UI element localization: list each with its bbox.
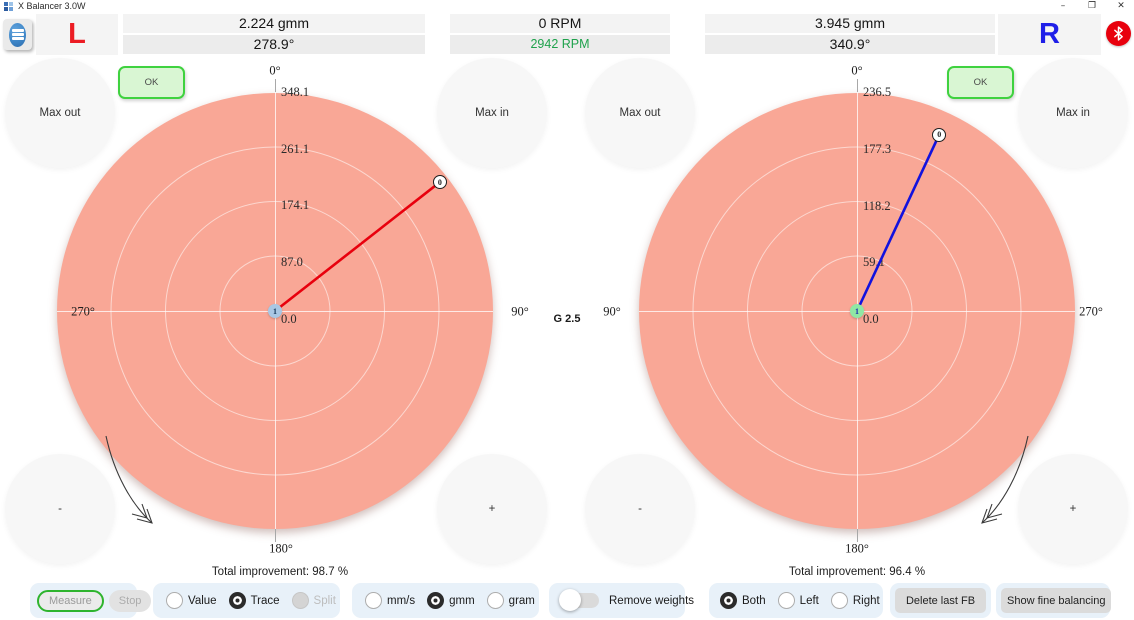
remove-weights-label[interactable]: Remove weights bbox=[609, 594, 695, 607]
units-panel: mm/s gmm gram bbox=[352, 583, 539, 618]
radial-tick-label: 0.0 bbox=[863, 312, 879, 326]
radio-trace-label[interactable]: Trace bbox=[250, 594, 280, 607]
radio-split[interactable] bbox=[291, 592, 309, 609]
radio-mms[interactable] bbox=[365, 592, 382, 609]
radial-tick-label: 177.3 bbox=[863, 141, 892, 156]
axis-tick bbox=[275, 529, 276, 542]
max-in-button-left[interactable]: Max in bbox=[437, 58, 547, 168]
bluetooth-icon bbox=[1114, 26, 1123, 41]
ok-button-left[interactable]: OK bbox=[118, 66, 185, 99]
left-channel-label: L bbox=[36, 14, 118, 55]
axis-tick bbox=[857, 79, 858, 92]
radio-right[interactable] bbox=[830, 592, 848, 609]
plane-select-panel: Both Left Right bbox=[709, 583, 883, 618]
minimize-button[interactable]: – bbox=[1056, 0, 1070, 12]
measure-button[interactable]: Measure bbox=[37, 589, 104, 612]
angle-label-180-left: 180° bbox=[269, 541, 293, 556]
minus-button-left[interactable]: - bbox=[5, 454, 115, 564]
main-menu-button[interactable] bbox=[3, 19, 32, 50]
rpm-current-value: 0 RPM bbox=[450, 14, 670, 33]
radial-tick-label: 0.0 bbox=[281, 312, 297, 326]
angle-label-90-right: 90° bbox=[603, 304, 621, 319]
radial-tick-label: 348.1 bbox=[281, 85, 310, 99]
radio-right-label[interactable]: Right bbox=[852, 594, 880, 607]
radio-gmm[interactable] bbox=[427, 592, 445, 609]
hamburger-menu-icon bbox=[9, 22, 26, 47]
minus-button-right[interactable]: - bbox=[585, 454, 695, 564]
max-out-button-left[interactable]: Max out bbox=[5, 58, 115, 168]
close-button[interactable]: ✕ bbox=[1114, 0, 1128, 12]
bluetooth-status-button[interactable] bbox=[1106, 21, 1131, 46]
radial-tick-label: 236.5 bbox=[863, 85, 892, 99]
remove-weights-panel: Remove weights bbox=[549, 583, 694, 618]
radio-left-label[interactable]: Left bbox=[799, 594, 819, 607]
radio-value-label[interactable]: Value bbox=[188, 594, 217, 607]
radio-mms-label[interactable]: mm/s bbox=[387, 594, 416, 607]
radio-gram[interactable] bbox=[486, 592, 504, 609]
radio-value[interactable] bbox=[166, 592, 183, 609]
remove-weights-toggle[interactable] bbox=[559, 589, 599, 611]
max-out-button-right[interactable]: Max out bbox=[585, 58, 695, 168]
angle-label-90-left: 90° bbox=[511, 304, 529, 319]
angle-label-0-right: 0° bbox=[851, 63, 863, 78]
total-improvement-left: Total improvement: 98.7 % bbox=[211, 566, 349, 578]
radio-gram-label[interactable]: gram bbox=[508, 594, 535, 607]
radio-left[interactable] bbox=[777, 592, 795, 609]
restore-button[interactable]: ❐ bbox=[1085, 0, 1099, 12]
radial-tick-label: 261.1 bbox=[281, 141, 310, 156]
angle-label-180-right: 180° bbox=[845, 541, 869, 556]
radial-tick-label: 59.1 bbox=[863, 255, 885, 270]
delete-last-fb-button[interactable]: Delete last FB bbox=[895, 588, 986, 613]
radial-tick-label: 118.2 bbox=[863, 198, 891, 213]
center-marker-right: 1 bbox=[850, 304, 864, 318]
radio-gmm-label[interactable]: gmm bbox=[449, 594, 475, 607]
left-phase-value: 278.9° bbox=[123, 35, 425, 54]
angle-label-270-right: 270° bbox=[1079, 304, 1103, 319]
max-in-button-right[interactable]: Max in bbox=[1018, 58, 1128, 168]
window-controls: – ❐ ✕ bbox=[1056, 0, 1128, 12]
right-amplitude-value: 3.945 gmm bbox=[705, 14, 995, 33]
total-improvement-right: Total improvement: 96.4 % bbox=[788, 566, 926, 578]
plus-button-right[interactable]: + bbox=[1018, 454, 1128, 564]
radio-both[interactable] bbox=[720, 592, 737, 609]
rpm-reference-value: 2942 RPM bbox=[450, 35, 670, 54]
angle-label-0-left: 0° bbox=[269, 63, 281, 78]
radio-split-label[interactable]: Split bbox=[313, 594, 336, 607]
trace-point-marker-left: 0 bbox=[432, 175, 447, 190]
window-title: X Balancer 3.0W bbox=[18, 1, 86, 11]
plus-button-left[interactable]: + bbox=[437, 454, 547, 564]
angle-label-270-left: 270° bbox=[71, 304, 95, 319]
right-channel-label: R bbox=[998, 14, 1101, 55]
show-fine-balancing-button[interactable]: Show fine balancing bbox=[1001, 588, 1112, 613]
show-fine-balancing-panel: Show fine balancing bbox=[996, 583, 1112, 618]
delete-last-fb-panel: Delete last FB bbox=[890, 583, 991, 618]
measure-group-panel: Measure Stop bbox=[30, 583, 152, 618]
trace-point-marker-right: 0 bbox=[932, 127, 947, 142]
balance-grade-label: G 2.5 bbox=[553, 313, 581, 325]
app-logo-icon bbox=[4, 2, 13, 11]
right-phase-value: 340.9° bbox=[705, 35, 995, 54]
axis-tick bbox=[857, 529, 858, 542]
radial-tick-label: 87.0 bbox=[281, 255, 303, 270]
display-mode-panel: Value Trace Split bbox=[153, 583, 340, 618]
radio-both-label[interactable]: Both bbox=[742, 594, 766, 607]
radial-tick-label: 174.1 bbox=[281, 198, 310, 213]
radio-trace[interactable] bbox=[228, 592, 246, 609]
left-amplitude-value: 2.224 gmm bbox=[123, 14, 425, 33]
axis-tick bbox=[275, 79, 276, 92]
title-bar: X Balancer 3.0W – ❐ ✕ bbox=[0, 0, 1134, 14]
ok-button-right[interactable]: OK bbox=[947, 66, 1014, 99]
stop-button[interactable]: Stop bbox=[108, 589, 152, 612]
toggle-knob[interactable] bbox=[559, 589, 581, 611]
center-marker-left: 1 bbox=[268, 304, 282, 318]
